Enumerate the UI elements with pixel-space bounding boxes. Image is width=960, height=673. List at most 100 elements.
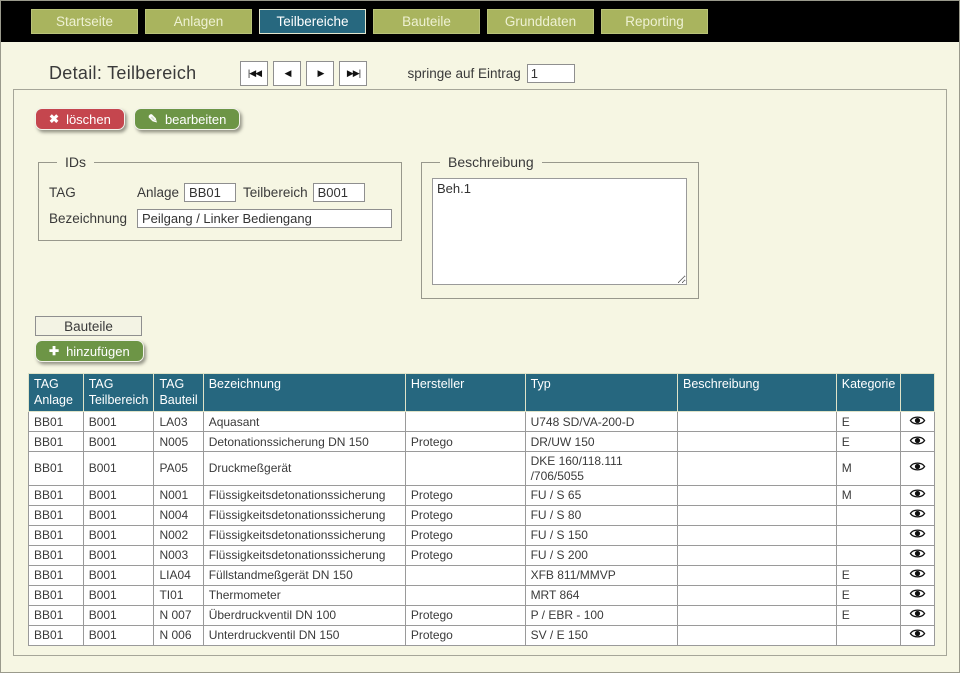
teilbereich-input[interactable] bbox=[312, 183, 365, 202]
view-row-button[interactable] bbox=[900, 431, 935, 453]
beschreibung-textarea[interactable]: Beh.1 bbox=[432, 178, 687, 285]
view-row-button[interactable] bbox=[900, 485, 935, 507]
delete-button-label: löschen bbox=[66, 111, 111, 127]
bezeichnung-label: Bezeichnung bbox=[49, 211, 128, 226]
delete-button[interactable]: ✖ löschen bbox=[35, 108, 125, 130]
view-row-button[interactable] bbox=[900, 605, 935, 627]
table-cell: Thermometer bbox=[202, 585, 406, 607]
table-cell: B001 bbox=[82, 545, 155, 567]
view-row-button[interactable] bbox=[900, 505, 935, 527]
tab-reporting[interactable]: Reporting bbox=[601, 9, 708, 34]
table-cell: Flüssigkeitsdetonationssicherung bbox=[202, 545, 406, 567]
eye-icon bbox=[909, 489, 926, 498]
tab-teilbereiche[interactable]: Teilbereiche bbox=[259, 9, 366, 34]
table-cell bbox=[676, 411, 837, 433]
table-cell: B001 bbox=[82, 525, 155, 547]
table-cell bbox=[835, 545, 902, 567]
table-cell: DR/UW 150 bbox=[524, 431, 678, 453]
jump-to-entry-label: springe auf Eintrag bbox=[407, 66, 521, 81]
table-row: BB01 B001 N 007 Überdruckventil DN 100 Prote… bbox=[28, 605, 935, 627]
view-row-button[interactable] bbox=[900, 525, 935, 547]
table-cell: BB01 bbox=[28, 625, 84, 647]
table-cell: B001 bbox=[82, 485, 155, 507]
table-cell bbox=[404, 411, 526, 433]
eye-icon bbox=[909, 609, 926, 618]
tab-anlagen[interactable]: Anlagen bbox=[145, 9, 252, 34]
eye-icon bbox=[909, 462, 926, 471]
bauteile-section-button[interactable]: Bauteile bbox=[35, 316, 142, 336]
table-cell: B001 bbox=[82, 625, 155, 647]
table-cell bbox=[676, 485, 837, 507]
view-row-button[interactable] bbox=[900, 545, 935, 567]
view-row-button[interactable] bbox=[900, 451, 935, 487]
column-header: Bezeichnung bbox=[202, 372, 406, 413]
table-cell: Flüssigkeitsdetonationssicherung bbox=[202, 505, 406, 527]
first-record-button[interactable]: |◀◀ bbox=[240, 61, 269, 86]
jump-to-entry-input[interactable] bbox=[526, 64, 575, 83]
tab-startseite[interactable]: Startseite bbox=[31, 9, 138, 34]
table-cell bbox=[835, 525, 902, 547]
record-navigation: |◀◀ ◀ ▶ ▶▶| bbox=[240, 61, 368, 86]
table-cell: BB01 bbox=[28, 525, 84, 547]
next-record-button[interactable]: ▶ bbox=[306, 61, 335, 86]
ids-fieldset: IDs TAG Anlage Teilbereich Bezeichnung bbox=[38, 154, 402, 241]
table-cell: BB01 bbox=[28, 585, 84, 607]
table-cell: E bbox=[835, 431, 902, 453]
last-record-button[interactable]: ▶▶| bbox=[339, 61, 368, 86]
beschreibung-legend: Beschreibung bbox=[448, 154, 534, 170]
table-cell: Protego bbox=[404, 625, 526, 647]
table-cell bbox=[404, 565, 526, 587]
bezeichnung-input[interactable] bbox=[137, 209, 392, 228]
last-record-icon: ▶▶| bbox=[346, 68, 361, 78]
anlage-input[interactable] bbox=[184, 183, 237, 202]
previous-record-button[interactable]: ◀ bbox=[273, 61, 302, 86]
table-cell: FU / S 200 bbox=[524, 545, 678, 567]
view-row-button[interactable] bbox=[900, 585, 935, 607]
table-cell: XFB 811/MMVP bbox=[524, 565, 678, 587]
table-cell bbox=[835, 505, 902, 527]
previous-record-icon: ◀ bbox=[284, 68, 291, 78]
table-cell: N005 bbox=[153, 431, 204, 453]
action-buttons: ✖ löschen ✎ bearbeiten bbox=[35, 108, 946, 130]
top-navigation: Startseite Anlagen Teilbereiche Bauteile… bbox=[1, 1, 959, 42]
tab-bauteile[interactable]: Bauteile bbox=[373, 9, 480, 34]
table-cell: BB01 bbox=[28, 451, 84, 487]
table-cell: Protego bbox=[404, 525, 526, 547]
table-cell bbox=[676, 525, 837, 547]
bauteile-table: TAG Anlage TAG Teilbereich TAG Bauteil Beze… bbox=[28, 372, 935, 647]
view-row-button[interactable] bbox=[900, 565, 935, 587]
view-row-button[interactable] bbox=[900, 625, 935, 647]
table-row: BB01 B001 LA03 Aquasant U748 SD/VA-200-D E bbox=[28, 411, 935, 433]
edit-button[interactable]: ✎ bearbeiten bbox=[133, 108, 241, 130]
table-row: BB01 B001 N005 Detonationssicherung DN 150 P… bbox=[28, 431, 935, 453]
table-cell: B001 bbox=[82, 605, 155, 627]
plus-icon: ✚ bbox=[49, 344, 60, 358]
page-title: Detail: Teilbereich bbox=[49, 63, 197, 83]
table-cell: B001 bbox=[82, 411, 155, 433]
eye-icon bbox=[909, 549, 926, 558]
table-row: BB01 B001 N003 Flüssigkeitsdetonationssiche… bbox=[28, 545, 935, 567]
edit-button-label: bearbeiten bbox=[164, 111, 227, 127]
tab-grunddaten[interactable]: Grunddaten bbox=[487, 9, 594, 34]
table-cell: BB01 bbox=[28, 431, 84, 453]
eye-icon bbox=[909, 589, 926, 598]
add-bauteil-button[interactable]: ✚ hinzufügen bbox=[35, 340, 144, 362]
column-header: Kategorie bbox=[835, 372, 902, 413]
table-cell: Flüssigkeitsdetonationssicherung bbox=[202, 525, 406, 547]
table-cell: N 007 bbox=[153, 605, 204, 627]
view-row-button[interactable] bbox=[900, 411, 935, 433]
table-row: BB01 B001 TI01 Thermometer MRT 864 E bbox=[28, 585, 935, 607]
beschreibung-fieldset: Beschreibung Beh.1 bbox=[421, 154, 699, 299]
table-cell: Detonationssicherung DN 150 bbox=[202, 431, 406, 453]
table-cell: FU / S 65 bbox=[524, 485, 678, 507]
table-cell bbox=[676, 505, 837, 527]
column-header: Beschreibung bbox=[676, 372, 837, 413]
detail-header: Detail: Teilbereich |◀◀ ◀ ▶ ▶▶| springe … bbox=[1, 42, 959, 86]
table-cell: BB01 bbox=[28, 545, 84, 567]
table-cell: BB01 bbox=[28, 565, 84, 587]
table-cell: BB01 bbox=[28, 485, 84, 507]
table-cell: Protego bbox=[404, 431, 526, 453]
table-cell: SV / E 150 bbox=[524, 625, 678, 647]
table-cell: N002 bbox=[153, 525, 204, 547]
